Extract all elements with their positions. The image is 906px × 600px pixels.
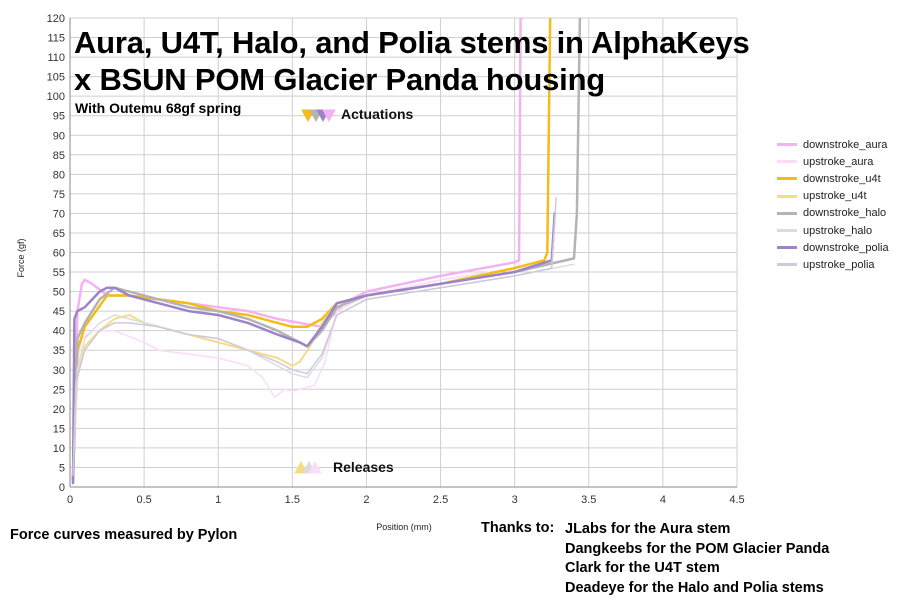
y-tick-label: 85 xyxy=(53,150,65,162)
y-tick-label: 15 xyxy=(53,423,65,435)
legend-label: upstroke_halo xyxy=(803,224,873,237)
y-tick-label: 80 xyxy=(53,169,65,181)
x-tick-label: 0 xyxy=(67,494,73,506)
thanks-item: JLabs for the Aura stem xyxy=(565,521,731,537)
release-marker-aura xyxy=(308,460,322,474)
tick-labels: 0510152025303540455055606570758085909510… xyxy=(47,13,745,506)
legend-swatch xyxy=(777,246,797,250)
chart-axes xyxy=(69,18,737,488)
legend-swatch xyxy=(777,229,797,233)
thanks-item: Clark for the U4T stem xyxy=(565,560,720,576)
legend-label: upstroke_aura xyxy=(803,155,874,168)
chart-title: Aura, U4T, Halo, and Polia stems in Alph… xyxy=(74,25,750,97)
legend-item-upstroke_halo: upstroke_halo xyxy=(777,222,889,239)
annotation-releases: Releases xyxy=(333,459,394,475)
y-tick-label: 45 xyxy=(53,306,65,318)
x-tick-label: 1 xyxy=(215,494,221,506)
legend-swatch xyxy=(777,194,797,198)
series-line-downstroke_u4t xyxy=(71,18,552,481)
x-tick-label: 3 xyxy=(512,494,518,506)
legend-swatch xyxy=(777,211,797,215)
chart-subtitle: With Outemu 68gf spring xyxy=(75,100,242,116)
y-tick-label: 50 xyxy=(53,287,65,299)
x-tick-label: 0.5 xyxy=(136,494,151,506)
legend-item-upstroke_polia: upstroke_polia xyxy=(777,256,889,273)
legend-item-downstroke_halo: downstroke_halo xyxy=(777,205,889,222)
chart-legend: downstroke_aura upstroke_aura downstroke_u… xyxy=(777,136,889,274)
y-tick-label: 115 xyxy=(47,33,65,45)
y-tick-label: 55 xyxy=(53,267,65,279)
y-tick-label: 75 xyxy=(53,189,65,201)
y-tick-label: 110 xyxy=(47,52,65,64)
y-tick-label: 5 xyxy=(59,462,65,474)
x-tick-label: 1.5 xyxy=(285,494,300,506)
series-line-upstroke_polia xyxy=(72,197,557,477)
y-axis-label: Force (gf) xyxy=(16,238,26,277)
legend-label: upstroke_polia xyxy=(803,258,875,271)
x-axis-label: Position (mm) xyxy=(376,522,432,532)
thanks-list: JLabs for the Aura stem Dangkeebs for th… xyxy=(565,520,829,598)
x-tick-label: 2.5 xyxy=(433,494,448,506)
legend-label: downstroke_polia xyxy=(803,241,889,254)
legend-label: downstroke_aura xyxy=(803,138,888,151)
legend-swatch xyxy=(777,177,797,181)
legend-item-downstroke_u4t: downstroke_u4t xyxy=(777,170,889,187)
x-tick-label: 2 xyxy=(363,494,369,506)
x-tick-label: 4.5 xyxy=(729,494,744,506)
legend-swatch xyxy=(777,143,797,147)
y-tick-label: 120 xyxy=(47,13,65,25)
legend-item-upstroke_u4t: upstroke_u4t xyxy=(777,188,889,205)
annotation-markers xyxy=(294,109,336,474)
legend-label: downstroke_halo xyxy=(803,207,887,220)
legend-swatch xyxy=(777,263,797,267)
chart-grid xyxy=(69,17,738,488)
y-tick-label: 90 xyxy=(53,130,65,142)
annotation-actuations: Actuations xyxy=(341,106,414,122)
legend-item-upstroke_aura: upstroke_aura xyxy=(777,153,889,170)
series-line-upstroke_aura xyxy=(73,263,520,402)
y-tick-label: 65 xyxy=(53,228,65,240)
series-line-downstroke_polia xyxy=(71,212,556,485)
y-tick-label: 25 xyxy=(53,384,65,396)
chart-series xyxy=(71,18,582,485)
thanks-item: Deadeye for the Halo and Polia stems xyxy=(565,579,824,596)
thanks-item: Dangkeebs for the POM Glacier Panda xyxy=(565,540,830,557)
y-tick-label: 35 xyxy=(53,345,65,357)
legend-item-downstroke_aura: downstroke_aura xyxy=(777,136,889,153)
legend-label: downstroke_u4t xyxy=(803,172,881,185)
y-tick-label: 20 xyxy=(53,404,65,416)
y-tick-label: 30 xyxy=(53,365,65,377)
x-tick-label: 3.5 xyxy=(581,494,596,506)
y-tick-label: 0 xyxy=(59,482,65,494)
y-tick-label: 70 xyxy=(53,208,65,220)
actuation-marker-aura xyxy=(322,109,336,123)
y-tick-label: 40 xyxy=(53,326,65,338)
y-tick-label: 95 xyxy=(53,111,65,123)
legend-item-downstroke_polia: downstroke_polia xyxy=(777,239,889,256)
y-tick-label: 10 xyxy=(53,443,65,455)
thanks-label: Thanks to: xyxy=(481,520,555,536)
x-tick-label: 4 xyxy=(660,494,666,506)
legend-label: upstroke_u4t xyxy=(803,190,867,203)
y-tick-label: 100 xyxy=(47,91,65,103)
series-line-downstroke_aura xyxy=(71,18,524,485)
legend-swatch xyxy=(777,160,797,164)
credit-text: Force curves measured by Pylon xyxy=(10,527,238,543)
y-tick-label: 105 xyxy=(47,72,65,84)
y-tick-label: 60 xyxy=(53,248,65,260)
